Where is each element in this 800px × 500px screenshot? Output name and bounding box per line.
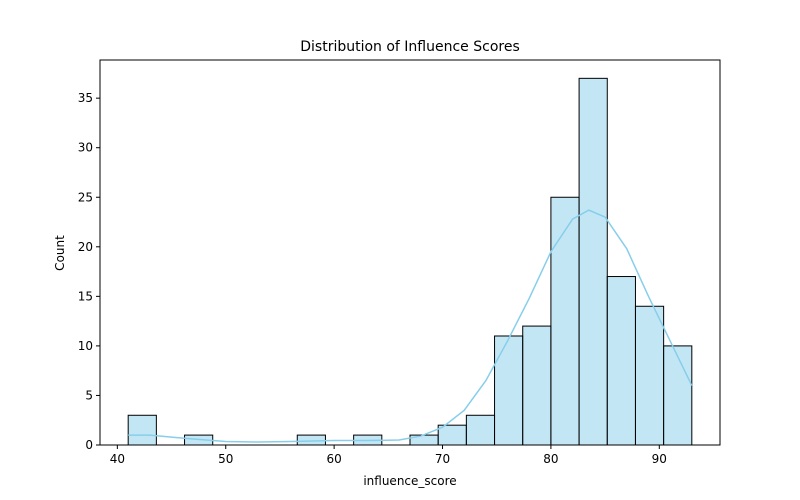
histogram-bar	[494, 335, 524, 446]
y-tick-label: 5	[85, 388, 93, 402]
y-tick-label: 30	[78, 141, 93, 155]
histogram-bar	[550, 196, 580, 446]
x-tick-label: 80	[543, 452, 558, 466]
histogram-bar	[296, 434, 326, 446]
histogram-bar	[522, 325, 552, 446]
x-tick-label: 50	[218, 452, 233, 466]
x-tick-label: 90	[652, 452, 667, 466]
plot-frame	[99, 59, 721, 446]
histogram-bar	[663, 345, 693, 446]
x-axis-label: influence_score	[363, 474, 456, 488]
y-tick-label: 25	[78, 190, 93, 204]
y-tick-label: 10	[78, 339, 93, 353]
histogram-bar	[437, 424, 467, 446]
y-axis-label: Count	[53, 235, 67, 271]
kde-line	[128, 209, 693, 443]
chart-title: Distribution of Influence Scores	[300, 39, 520, 55]
histogram-bar	[127, 414, 157, 446]
y-tick-label: 0	[85, 438, 93, 452]
histogram-bar	[634, 305, 665, 446]
bars-group	[127, 77, 693, 446]
kde-group	[128, 209, 693, 443]
histogram-bar	[606, 276, 636, 446]
y-tick-label: 35	[78, 91, 93, 105]
y-tick-label: 15	[78, 289, 93, 303]
x-tick-label: 60	[326, 452, 341, 466]
y-tick-label: 20	[78, 240, 93, 254]
x-axis-ticks: 40 50 60 70 80 90	[110, 445, 667, 466]
y-axis-ticks: 0 5 10 15 20 25 30 35	[78, 91, 100, 452]
histogram-bar	[465, 414, 496, 446]
x-tick-label: 70	[435, 452, 450, 466]
histogram-bar	[578, 77, 608, 446]
x-tick-label: 40	[110, 452, 125, 466]
